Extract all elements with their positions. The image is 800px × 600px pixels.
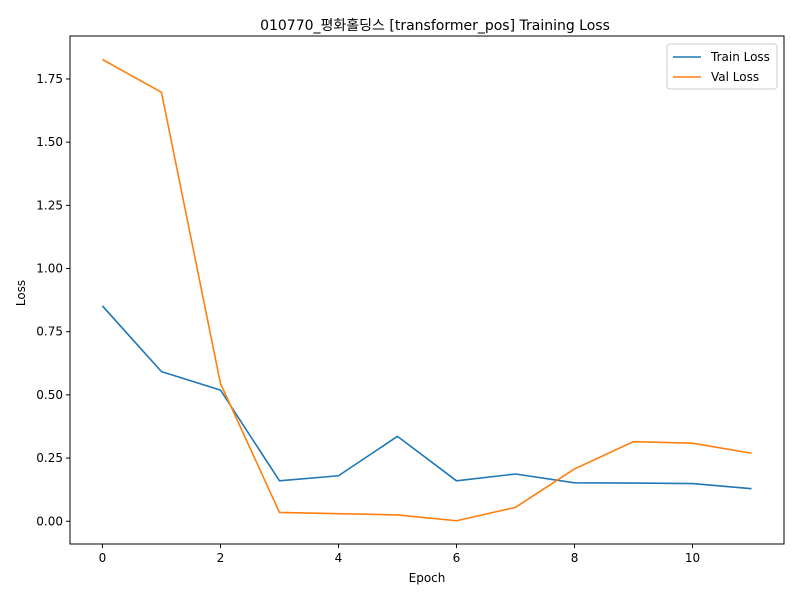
- y-tick-label: 1.00: [36, 262, 63, 276]
- x-tick-label: 4: [335, 551, 343, 565]
- y-tick-label: 0.50: [36, 388, 63, 402]
- y-tick-label: 0.00: [36, 514, 63, 528]
- chart-title: 010770_평화홀딩스 [transformer_pos] Training …: [260, 18, 610, 34]
- x-tick-label: 6: [453, 551, 461, 565]
- series-line-val-loss: [102, 58, 752, 522]
- y-tick-label: 1.75: [36, 72, 63, 86]
- series-line-train-loss: [101, 305, 752, 490]
- y-tick-label: 1.25: [36, 198, 63, 212]
- x-axis-title: Epoch: [409, 571, 446, 585]
- x-tick-label: 2: [217, 551, 225, 565]
- y-axis-title: Loss: [14, 280, 28, 306]
- legend-label: Val Loss: [711, 70, 759, 84]
- legend: Train Loss Val Loss: [666, 43, 778, 90]
- x-axis: 0 2 4 6 8 10: [99, 544, 700, 565]
- y-tick-label: 1.50: [36, 135, 63, 149]
- y-tick-label: 0.75: [36, 325, 63, 339]
- y-axis: 0.00 0.25 0.50 0.75 1.00 1.25 1.50 1.75: [36, 72, 70, 528]
- plot-lines: [101, 58, 752, 522]
- x-tick-label: 10: [685, 551, 700, 565]
- legend-label: Train Loss: [710, 50, 770, 64]
- x-tick-label: 8: [571, 551, 579, 565]
- y-tick-label: 0.25: [36, 451, 63, 465]
- plot-frame: [69, 35, 785, 545]
- x-tick-label: 0: [99, 551, 107, 565]
